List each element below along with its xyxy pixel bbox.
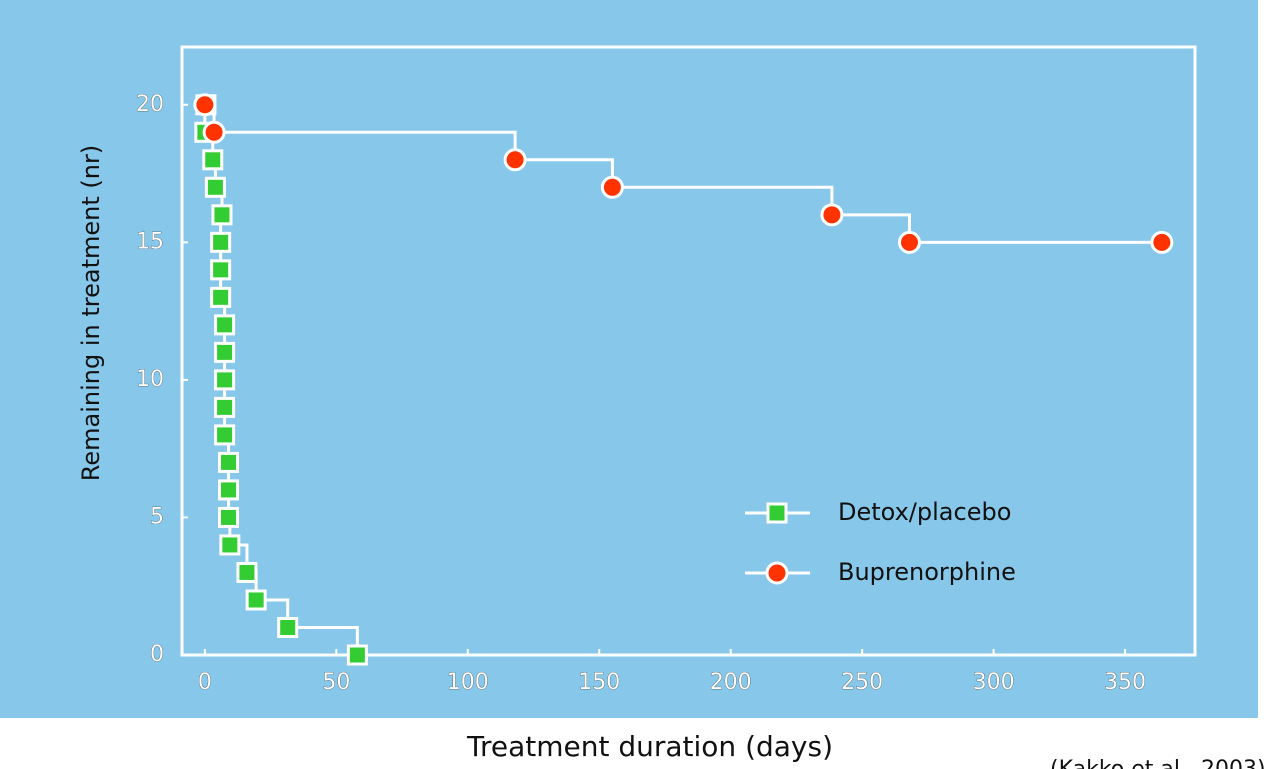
- marker: [218, 479, 240, 501]
- y-tick-label: 0: [150, 642, 164, 667]
- marker: [277, 616, 299, 638]
- legend-marker: [766, 502, 788, 524]
- marker: [214, 396, 236, 418]
- marker: [193, 93, 217, 117]
- y-axis-label: Remaining in treatment (nr): [77, 145, 105, 481]
- marker: [600, 175, 624, 199]
- marker: [503, 148, 527, 172]
- marker: [214, 341, 236, 363]
- x-axis-label: Treatment duration (days): [466, 730, 833, 763]
- marker: [202, 120, 226, 144]
- marker: [820, 203, 844, 227]
- y-tick-label: 20: [136, 92, 164, 117]
- x-tick-label: 150: [578, 670, 620, 695]
- marker: [245, 589, 267, 611]
- marker: [219, 534, 241, 556]
- marker: [214, 314, 236, 336]
- y-tick-label: 15: [136, 229, 164, 254]
- panel: [0, 0, 1258, 718]
- marker: [214, 369, 236, 391]
- x-tick-label: 200: [710, 670, 752, 695]
- marker: [236, 561, 258, 583]
- x-tick-label: 350: [1104, 670, 1146, 695]
- marker: [210, 231, 232, 253]
- x-tick-label: 50: [322, 670, 350, 695]
- marker: [202, 149, 224, 171]
- marker: [210, 259, 232, 281]
- legend-marker: [765, 561, 789, 585]
- marker: [210, 286, 232, 308]
- legend-label: Detox/placebo: [838, 498, 1011, 526]
- marker: [218, 506, 240, 528]
- x-tick-label: 300: [973, 670, 1015, 695]
- x-tick-label: 0: [198, 670, 212, 695]
- marker: [1150, 230, 1174, 254]
- x-tick-label: 250: [841, 670, 883, 695]
- marker: [218, 451, 240, 473]
- marker: [214, 424, 236, 446]
- legend-label: Buprenorphine: [838, 558, 1016, 586]
- y-tick-label: 10: [136, 367, 164, 392]
- marker: [346, 644, 368, 666]
- x-tick-label: 100: [447, 670, 489, 695]
- source: (Kakko et al., 2003): [1050, 757, 1266, 769]
- marker: [204, 176, 226, 198]
- y-tick-label: 5: [150, 504, 164, 529]
- marker: [897, 230, 921, 254]
- marker: [211, 204, 233, 226]
- frame: [180, 45, 1197, 657]
